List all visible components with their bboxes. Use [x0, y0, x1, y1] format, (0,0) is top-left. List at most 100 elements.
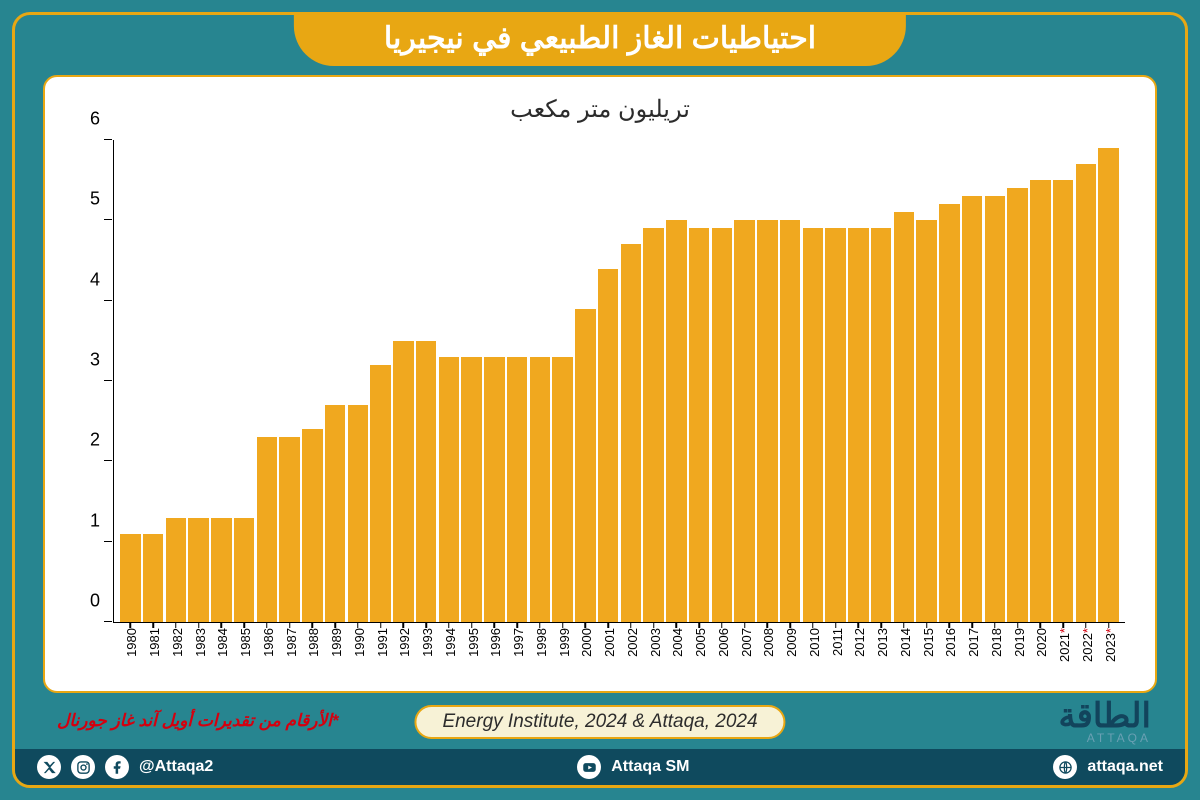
social-site: attaqa.net — [1087, 758, 1163, 776]
bar — [507, 357, 528, 622]
bar-slot: 1996 — [484, 140, 505, 622]
bar-slot: 1991 — [370, 140, 391, 622]
bar — [143, 534, 164, 622]
x-axis-label: 1988 — [306, 628, 321, 657]
x-axis-label: 2008 — [761, 628, 776, 657]
y-tick — [104, 219, 112, 220]
bar — [712, 228, 733, 622]
bar-slot: 2011 — [825, 140, 846, 622]
bar — [916, 220, 937, 622]
x-axis-label: 2005 — [693, 628, 708, 657]
bar-slot: 1988 — [302, 140, 323, 622]
bar — [666, 220, 687, 622]
social-handle-1: @Attaqa2 — [139, 758, 213, 776]
bar-slot: 1993 — [416, 140, 437, 622]
x-axis-label: 1990 — [352, 628, 367, 657]
y-axis-label: 2 — [72, 430, 100, 451]
bar — [780, 220, 801, 622]
bar-slot: 2010 — [803, 140, 824, 622]
bar-slot: 2004 — [666, 140, 687, 622]
y-axis-label: 5 — [72, 189, 100, 210]
bar-slot: 2013 — [871, 140, 892, 622]
bar-slot: 1999 — [552, 140, 573, 622]
x-axis-label: 1986 — [261, 628, 276, 657]
bar-slot: 2005 — [689, 140, 710, 622]
bar — [894, 212, 915, 622]
bar — [1007, 188, 1028, 622]
bar-slot: 2002 — [621, 140, 642, 622]
x-axis-label: 1994 — [443, 628, 458, 657]
x-axis-label: 1983 — [193, 628, 208, 657]
bar — [348, 405, 369, 622]
bar — [325, 405, 346, 622]
y-tick — [104, 300, 112, 301]
bar-slot: 2018 — [985, 140, 1006, 622]
bar — [370, 365, 391, 622]
bar — [1030, 180, 1051, 622]
bar-slot: 2019 — [1007, 140, 1028, 622]
plot-area: 0123456198019811982198319841985198619871… — [67, 132, 1133, 679]
x-axis-label: 1980 — [124, 628, 139, 657]
bar-slot: 2022* — [1076, 140, 1097, 622]
x-axis-label: 2015 — [921, 628, 936, 657]
outer-background: احتياطيات الغاز الطبيعي في نيجيريا تريلي… — [0, 0, 1200, 800]
bar-slot: 2000 — [575, 140, 596, 622]
bar-slot: 1995 — [461, 140, 482, 622]
bar — [1098, 148, 1119, 622]
chart-card: تريليون متر مكعب 01234561980198119821983… — [43, 75, 1157, 693]
bar-slot: 1983 — [188, 140, 209, 622]
bar — [257, 437, 278, 622]
x-axis-label: 2016 — [943, 628, 958, 657]
globe-icon — [1053, 755, 1077, 779]
facebook-icon — [105, 755, 129, 779]
bar-slot: 1986 — [257, 140, 278, 622]
x-axis-label: 2002 — [625, 628, 640, 657]
x-axis-label: 1999 — [557, 628, 572, 657]
x-axis-label: 1996 — [488, 628, 503, 657]
x-icon — [37, 755, 61, 779]
bar — [939, 204, 960, 622]
bar-slot: 2020 — [1030, 140, 1051, 622]
x-axis-label: 1989 — [329, 628, 344, 657]
logo-text: الطاقة — [1058, 699, 1151, 733]
bar — [757, 220, 778, 622]
x-axis-label: 1993 — [420, 628, 435, 657]
bar — [985, 196, 1006, 622]
bar — [962, 196, 983, 622]
x-axis-label: 1981 — [147, 628, 162, 657]
social-center: Attaqa SM — [577, 755, 689, 779]
bar-slot: 2021* — [1053, 140, 1074, 622]
bar — [734, 220, 755, 622]
chart-title: احتياطيات الغاز الطبيعي في نيجيريا — [294, 15, 906, 66]
bar — [166, 518, 187, 622]
social-handle-2: Attaqa SM — [611, 758, 689, 776]
chart-subtitle: تريليون متر مكعب — [67, 95, 1133, 124]
x-axis-label: 2013 — [875, 628, 890, 657]
y-axis-label: 6 — [72, 109, 100, 130]
bar-slot: 1998 — [530, 140, 551, 622]
x-axis-label: 1984 — [215, 628, 230, 657]
y-tick — [104, 139, 112, 140]
bar — [598, 269, 619, 622]
x-axis-label: 2003 — [648, 628, 663, 657]
bar — [211, 518, 232, 622]
x-axis-label: 2011 — [830, 628, 845, 656]
bar-slot: 2023* — [1098, 140, 1119, 622]
bar-slot: 1981 — [143, 140, 164, 622]
bar-slot: 1987 — [279, 140, 300, 622]
x-axis-label: 1997 — [511, 628, 526, 657]
x-axis-label: 2012 — [852, 628, 867, 657]
y-axis-label: 3 — [72, 350, 100, 371]
y-tick — [104, 621, 112, 622]
bar-slot: 2015 — [916, 140, 937, 622]
bar — [643, 228, 664, 622]
instagram-icon — [71, 755, 95, 779]
bar-slot: 2001 — [598, 140, 619, 622]
brand-logo: الطاقة ATTAQA — [1058, 699, 1151, 745]
x-axis-label: 1995 — [466, 628, 481, 657]
bar-slot: 1989 — [325, 140, 346, 622]
bar — [871, 228, 892, 622]
bar-slot: 1984 — [211, 140, 232, 622]
y-axis-label: 0 — [72, 591, 100, 612]
source-citation: Energy Institute, 2024 & Attaqa, 2024 — [414, 705, 785, 739]
